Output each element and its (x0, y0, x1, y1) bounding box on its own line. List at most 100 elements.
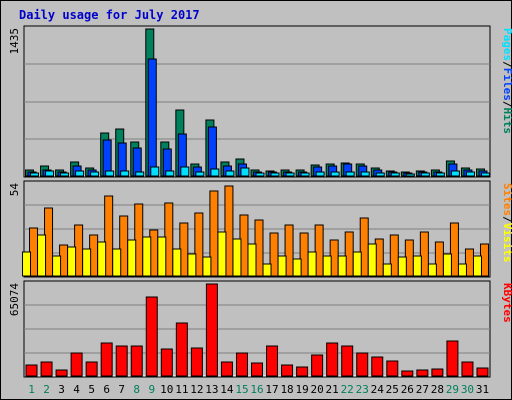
bar-kbytes-day-26 (401, 370, 414, 377)
bar-pages-day-15 (240, 167, 250, 177)
x-tick-label: 25 (386, 383, 399, 396)
bar-visits-day-25 (382, 263, 392, 277)
legend-kbytes: KBytes (501, 283, 512, 323)
x-tick-label: 30 (461, 383, 474, 396)
legend-entry: Hits (501, 108, 512, 135)
bar-pages-day-20 (315, 171, 325, 177)
bar-visits-day-14 (217, 231, 227, 277)
bar-pages-day-3 (60, 172, 70, 177)
bar-pages-day-28 (435, 172, 445, 177)
bar-pages-day-2 (45, 170, 55, 177)
x-tick-label: 1 (28, 383, 35, 396)
x-tick-label: 12 (190, 383, 203, 396)
bar-pages-day-25 (390, 172, 400, 177)
bar-pages-day-31 (480, 172, 490, 177)
bar-visits-day-28 (427, 263, 437, 277)
panel-kbytes: 65074 KBytes (8, 280, 512, 378)
bar-kbytes-day-14 (220, 361, 233, 377)
bar-visits-day-3 (52, 255, 62, 277)
bar-visits-day-27 (412, 255, 422, 277)
bar-pages-day-14 (225, 170, 235, 177)
bar-kbytes-day-15 (235, 352, 248, 377)
x-tick-label: 27 (416, 383, 429, 396)
bar-kbytes-day-3 (55, 369, 68, 377)
x-tick-label: 23 (356, 383, 369, 396)
x-tick-label: 6 (103, 383, 110, 396)
x-tick-label: 3 (58, 383, 65, 396)
bar-pages-day-18 (285, 172, 295, 177)
bar-visits-day-12 (187, 253, 197, 277)
x-tick-label: 24 (371, 383, 385, 396)
bar-kbytes-day-2 (40, 361, 53, 377)
legend-entry: Visits (501, 223, 512, 263)
bar-visits-day-15 (232, 238, 242, 277)
x-tick-label: 8 (133, 383, 140, 396)
x-tick-label: 9 (148, 383, 155, 396)
bar-pages-day-23 (360, 171, 370, 177)
bar-sites-day-27 (419, 231, 429, 277)
bar-kbytes-day-10 (160, 348, 173, 377)
bar-visits-day-23 (352, 251, 362, 277)
bar-pages-day-22 (345, 171, 355, 177)
bar-pages-day-7 (120, 170, 130, 177)
bar-visits-day-9 (142, 236, 152, 277)
bar-pages-day-5 (90, 171, 100, 177)
bar-kbytes-day-31 (476, 367, 489, 377)
bar-kbytes-day-21 (326, 342, 339, 377)
bar-kbytes-day-27 (416, 369, 429, 377)
legend-entry: Files (501, 68, 512, 101)
bar-sites-day-6 (104, 195, 114, 277)
bar-pages-day-9 (150, 166, 160, 177)
x-tick-label: 15 (235, 383, 248, 396)
bar-pages-day-10 (165, 170, 175, 177)
x-axis-ticks: 1 2 3 4 5 6 7 8 9 10 11 12 13 14 15 16 17 18 19 20 21 22 23 24 2… (28, 383, 489, 396)
bar-visits-day-31 (472, 255, 482, 277)
x-tick-label: 28 (431, 383, 444, 396)
bar-kbytes-day-5 (85, 361, 98, 377)
bar-kbytes-day-24 (371, 356, 384, 377)
bar-pages-day-24 (375, 172, 385, 177)
bar-visits-day-7 (112, 248, 122, 277)
x-tick-label: 17 (265, 383, 278, 396)
legend-visits_sites: Sites/Visits (501, 183, 512, 263)
bar-kbytes-day-6 (100, 342, 113, 377)
bar-visits-day-24 (367, 243, 377, 277)
panel-visits_sites: 54 Sites/Visits (8, 180, 512, 278)
bar-pages-day-29 (450, 170, 460, 177)
bar-visits-day-11 (172, 248, 182, 277)
x-tick-label: 26 (401, 383, 414, 396)
bar-kbytes-day-4 (70, 352, 83, 377)
x-tick-label: 5 (88, 383, 95, 396)
bar-visits-day-20 (307, 251, 317, 277)
bar-pages-day-6 (105, 170, 115, 177)
chart-title: Daily usage for July 2017 (19, 8, 200, 22)
legend-entry: Sites (501, 183, 512, 216)
bar-pages-day-21 (330, 171, 340, 177)
bar-kbytes-day-23 (356, 352, 369, 377)
bar-pages-day-27 (420, 172, 430, 177)
bar-sites-day-17 (269, 232, 279, 277)
bar-kbytes-day-29 (446, 340, 459, 377)
bar-visits-day-6 (97, 241, 107, 277)
x-tick-label: 2 (43, 383, 50, 396)
bar-sites-day-14 (224, 185, 234, 277)
bar-visits-day-1 (22, 251, 32, 277)
bar-pages-day-30 (465, 171, 475, 177)
x-tick-label: 18 (280, 383, 293, 396)
bar-kbytes-day-30 (461, 361, 474, 377)
bar-kbytes-day-9 (145, 296, 158, 377)
series-visits (22, 231, 482, 277)
x-tick-label: 10 (160, 383, 173, 396)
legend-entry: / (501, 61, 512, 68)
x-tick-label: 20 (311, 383, 324, 396)
bar-kbytes-day-20 (311, 354, 324, 377)
legend-hits_files_pages: Pages/Files/Hits (501, 28, 512, 134)
y-axis-max-label: 1435 (8, 28, 21, 55)
x-tick-label: 21 (326, 383, 339, 396)
bar-kbytes-day-18 (281, 364, 294, 377)
bar-visits-day-10 (157, 236, 167, 277)
y-axis-max-label: 65074 (8, 283, 21, 316)
bar-visits-day-22 (337, 255, 347, 277)
bar-pages-day-26 (405, 173, 415, 177)
x-tick-label: 29 (446, 383, 459, 396)
